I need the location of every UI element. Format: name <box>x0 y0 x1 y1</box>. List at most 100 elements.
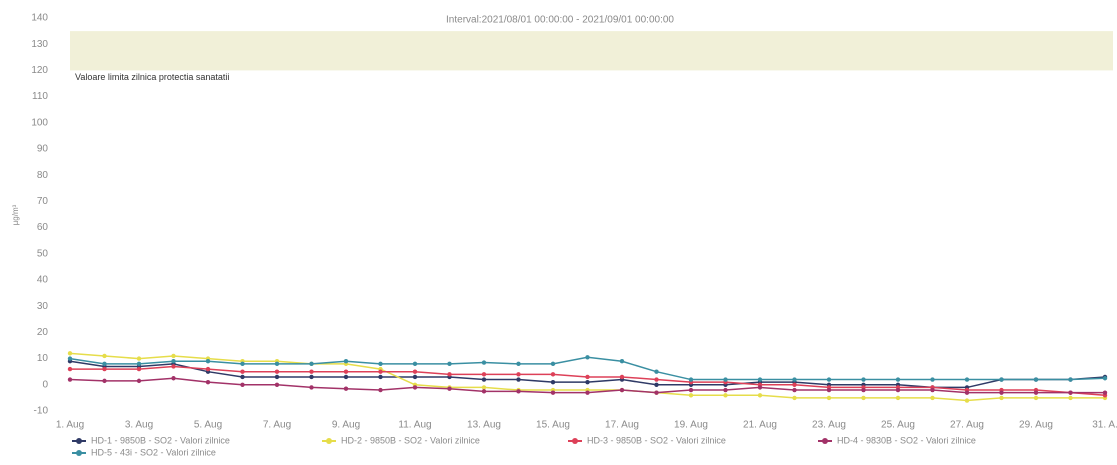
point-marker <box>171 353 176 359</box>
point-marker <box>1033 377 1039 382</box>
point-marker <box>1033 395 1039 401</box>
point-marker <box>585 390 590 395</box>
y-tick-label: 90 <box>37 144 49 155</box>
y-tick-label: 30 <box>37 301 49 312</box>
point-marker <box>1102 390 1108 395</box>
point-marker <box>895 377 901 382</box>
point-marker <box>343 374 349 380</box>
point-marker <box>1068 395 1073 401</box>
legend-label: HD-2 - 9850B - SO2 - Valori zilnice <box>341 435 480 445</box>
legend-marker <box>572 438 578 444</box>
y-tick-label: -10 <box>34 406 49 417</box>
legend-label: HD-5 - 43i - SO2 - Valori zilnice <box>91 447 216 457</box>
point-marker <box>102 361 107 367</box>
point-marker <box>240 382 245 387</box>
point-marker <box>136 361 142 367</box>
x-tick-label: 31. A. <box>1092 420 1117 431</box>
point-marker <box>930 387 935 393</box>
point-marker <box>309 369 314 374</box>
point-marker <box>619 374 625 380</box>
point-marker <box>930 377 935 382</box>
x-tick-label: 7. Aug <box>263 420 291 431</box>
point-marker <box>378 369 383 374</box>
point-marker <box>964 390 970 395</box>
y-tick-label: 50 <box>37 248 49 259</box>
point-marker <box>654 377 659 382</box>
point-marker <box>654 382 659 387</box>
point-marker <box>102 353 107 359</box>
point-marker <box>688 377 694 382</box>
legend-marker <box>326 438 332 444</box>
point-marker <box>516 361 521 367</box>
x-tick-label: 19. Aug <box>674 420 708 431</box>
point-marker <box>757 385 763 390</box>
point-marker <box>585 355 590 360</box>
y-tick-label: 20 <box>37 327 49 338</box>
point-marker <box>792 387 797 393</box>
point-marker <box>240 361 245 367</box>
point-marker <box>861 377 866 382</box>
point-marker <box>136 378 142 384</box>
point-marker <box>585 374 590 380</box>
y-tick-label: 0 <box>42 379 48 390</box>
point-marker <box>240 374 245 380</box>
point-marker <box>895 395 901 401</box>
legend-label: HD-4 - 9830B - SO2 - Valori zilnice <box>837 435 976 445</box>
point-marker <box>619 387 625 393</box>
point-marker <box>102 378 107 384</box>
point-marker <box>447 361 452 367</box>
point-marker <box>205 359 211 364</box>
point-marker <box>274 361 280 367</box>
point-marker <box>723 387 728 393</box>
point-marker <box>412 385 418 390</box>
point-marker <box>309 374 314 380</box>
y-tick-label: 120 <box>31 65 48 76</box>
x-tick-label: 1. Aug <box>56 420 84 431</box>
point-marker <box>102 366 107 372</box>
point-marker <box>378 387 383 393</box>
point-marker <box>274 374 280 380</box>
point-marker <box>723 393 728 398</box>
y-tick-label: 40 <box>37 275 49 286</box>
point-marker <box>309 385 314 390</box>
point-marker <box>274 382 280 387</box>
point-marker <box>240 369 245 374</box>
point-marker <box>550 361 556 367</box>
point-marker <box>688 387 694 393</box>
point-marker <box>136 356 142 361</box>
point-marker <box>516 389 521 394</box>
point-marker <box>964 398 970 403</box>
point-marker <box>343 359 349 364</box>
y-tick-label: 10 <box>37 353 49 364</box>
point-marker <box>999 390 1004 395</box>
point-marker <box>757 393 763 398</box>
point-marker <box>654 390 659 395</box>
point-marker <box>481 360 487 365</box>
point-marker <box>67 366 73 372</box>
x-tick-label: 15. Aug <box>536 420 570 431</box>
x-tick-label: 23. Aug <box>812 420 846 431</box>
point-marker <box>205 366 211 372</box>
point-marker <box>826 395 832 401</box>
x-tick-label: 3. Aug <box>125 420 153 431</box>
point-marker <box>688 393 694 398</box>
y-tick-label: 60 <box>37 222 49 233</box>
y-tick-label: 140 <box>31 13 48 24</box>
x-tick-label: 13. Aug <box>467 420 501 431</box>
x-tick-label: 11. Aug <box>398 420 431 431</box>
x-tick-label: 25. Aug <box>881 420 915 431</box>
y-tick-label: 100 <box>31 117 48 128</box>
point-marker <box>378 374 383 380</box>
point-marker <box>481 377 487 382</box>
point-marker <box>1068 390 1073 395</box>
plot-band <box>70 31 1113 71</box>
y-tick-label: 110 <box>32 91 48 102</box>
point-marker <box>274 369 280 374</box>
point-marker <box>550 390 556 395</box>
point-marker <box>1033 390 1039 395</box>
x-tick-label: 29. Aug <box>1019 420 1053 431</box>
y-tick-label: 70 <box>37 196 49 207</box>
point-marker <box>481 385 487 390</box>
point-marker <box>67 351 73 356</box>
point-marker <box>412 374 418 380</box>
